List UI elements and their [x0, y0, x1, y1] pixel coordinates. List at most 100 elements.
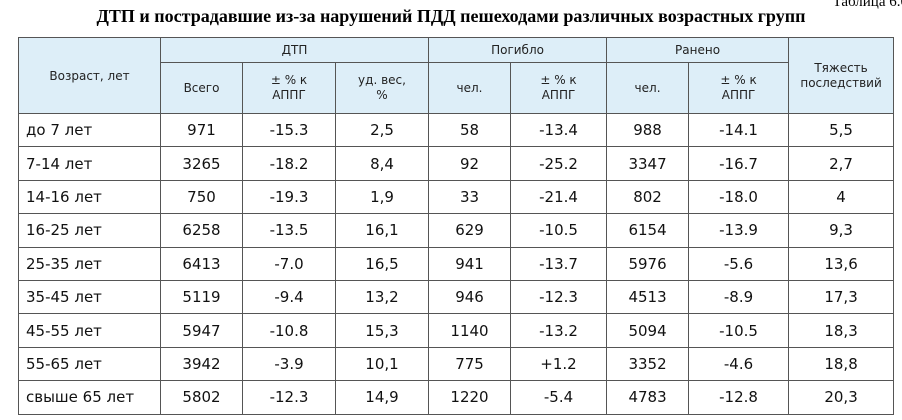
table-cell: 16,5 [334, 246, 430, 281]
table-cell: -15.3 [242, 112, 336, 148]
table-cell: 1,9 [334, 179, 430, 215]
table-cell: -10.8 [242, 313, 336, 348]
table-cell: 10,1 [334, 346, 430, 382]
table-cell: 4 [788, 179, 895, 215]
table-cell: 16-25 лет [18, 213, 161, 248]
table-cell: 3265 [160, 146, 243, 181]
table-cell: -10.5 [510, 213, 608, 248]
table-cell: 33 [428, 179, 512, 215]
table-cell: 55-65 лет [18, 346, 161, 382]
table-cell: 5,5 [788, 112, 895, 148]
subheader-text: ± % к АППГ [270, 73, 308, 102]
header-cell: Ранено [606, 37, 790, 63]
header-cell: Возраст, лет [18, 37, 161, 114]
table-cell: 5976 [606, 246, 690, 281]
table-row: 55-65 лет 3942 -3.9 10,1 775 +1.2 3352 -4.6 18,8 [18, 346, 895, 382]
table-cell: -4.6 [688, 346, 790, 382]
table-cell: 629 [428, 213, 512, 248]
table-cell: 946 [428, 279, 512, 315]
table-cell: 18,8 [788, 346, 895, 382]
table-cell: 14-16 лет [18, 179, 161, 215]
table-row: до 7 лет 971 -15.3 2,5 58 -13.4 988 -14.1 5,5 [18, 112, 895, 148]
table-cell: -18.2 [242, 146, 336, 181]
header-cell: Погибло [428, 37, 608, 63]
table-cell: -18.0 [688, 179, 790, 215]
table-cell: 988 [606, 112, 690, 148]
table-row: 25-35 лет 6413 -7.0 16,5 941 -13.7 5976 -5.6 13,… [18, 246, 895, 281]
table-cell: 4513 [606, 279, 690, 315]
table-cell: 775 [428, 346, 512, 382]
table-cell: 58 [428, 112, 512, 148]
table-cell: 750 [160, 179, 243, 215]
table-title: ДТП и пострадавшие из-за нарушений ПДД п… [96, 6, 806, 26]
table-cell: -7.0 [242, 246, 336, 281]
table-cell: -16.7 [688, 146, 790, 181]
table-cell: -12.3 [242, 380, 336, 415]
table-cell: 7-14 лет [18, 146, 161, 181]
table-cell: 5802 [160, 380, 243, 415]
table-cell: 14,9 [334, 380, 430, 415]
table-cell: 45-55 лет [18, 313, 161, 348]
subheader-text: уд. вес, % [358, 73, 406, 102]
table-cell: 2,5 [334, 112, 430, 148]
table-cell: -13.5 [242, 213, 336, 248]
table-cell: -19.3 [242, 179, 336, 215]
table-cell: 1140 [428, 313, 512, 348]
table-cell: -13.2 [510, 313, 608, 348]
table-cell: 3352 [606, 346, 690, 382]
table-cell: до 7 лет [18, 112, 161, 148]
table-cell: 20,3 [788, 380, 895, 415]
header-cell: Тяжесть последствий [788, 37, 895, 114]
table-cell: 13,6 [788, 246, 895, 281]
data-table: Возраст, лет ДТП Погибло Ранено Тяжесть … [18, 37, 895, 415]
table-cell: 9,3 [788, 213, 895, 248]
table-cell: 5947 [160, 313, 243, 348]
subheader-text: чел. [634, 80, 661, 95]
subheader-cell: Всего [160, 62, 243, 114]
table-cell: 16,1 [334, 213, 430, 248]
table-cell: 1220 [428, 380, 512, 415]
table-cell: -14.1 [688, 112, 790, 148]
table-cell: 6154 [606, 213, 690, 248]
subheader-text: ± % к АППГ [720, 73, 757, 102]
table-row: 35-45 лет 5119 -9.4 13,2 946 -12.3 4513 -8.9 17,… [18, 279, 895, 315]
table-row: свыше 65 лет 5802 -12.3 14,9 1220 -5.4 4783 -12… [18, 380, 895, 415]
table-caption: Таблица 6.6 [832, 0, 902, 10]
table-cell: свыше 65 лет [18, 380, 161, 415]
table-cell: -5.6 [688, 246, 790, 281]
subheader-cell: ± % к АППГ [510, 62, 608, 114]
table-cell: -25.2 [510, 146, 608, 181]
table-cell: -12.3 [510, 279, 608, 315]
table-cell: -13.7 [510, 246, 608, 281]
table-cell: 17,3 [788, 279, 895, 315]
table-cell: 4783 [606, 380, 690, 415]
table-cell: -12.8 [688, 380, 790, 415]
header-text: Тяжесть последствий [800, 60, 882, 90]
table-row: 14-16 лет 750 -19.3 1,9 33 -21.4 802 -18.0 4 [18, 179, 895, 215]
table-row: 7-14 лет 3265 -18.2 8,4 92 -25.2 3347 -16.7 2,7 [18, 146, 895, 181]
table-cell: 941 [428, 246, 512, 281]
table-cell: 3942 [160, 346, 243, 382]
table-cell: 5094 [606, 313, 690, 348]
table-cell: -13.4 [510, 112, 608, 148]
subheader-cell: ± % к АППГ [688, 62, 790, 114]
table-cell: 2,7 [788, 146, 895, 181]
subheader-cell: чел. [606, 62, 690, 114]
table-cell: 35-45 лет [18, 279, 161, 315]
subheader-text: чел. [456, 80, 483, 95]
table-row: 45-55 лет 5947 -10.8 15,3 1140 -13.2 5094 -10.5… [18, 313, 895, 348]
table-row: 16-25 лет 6258 -13.5 16,1 629 -10.5 6154 -13.9 9… [18, 213, 895, 248]
table-cell: 971 [160, 112, 243, 148]
table-cell: 8,4 [334, 146, 430, 181]
table-cell: 92 [428, 146, 512, 181]
table-cell: -8.9 [688, 279, 790, 315]
header-cell: ДТП [159, 37, 430, 63]
table-cell: -13.9 [688, 213, 790, 248]
table-cell: -9.4 [242, 279, 336, 315]
table-cell: 13,2 [334, 279, 430, 315]
table-cell: 6413 [160, 246, 243, 281]
table-cell: 3347 [606, 146, 690, 181]
table-cell: -21.4 [510, 179, 608, 215]
table-cell: -5.4 [510, 380, 608, 415]
